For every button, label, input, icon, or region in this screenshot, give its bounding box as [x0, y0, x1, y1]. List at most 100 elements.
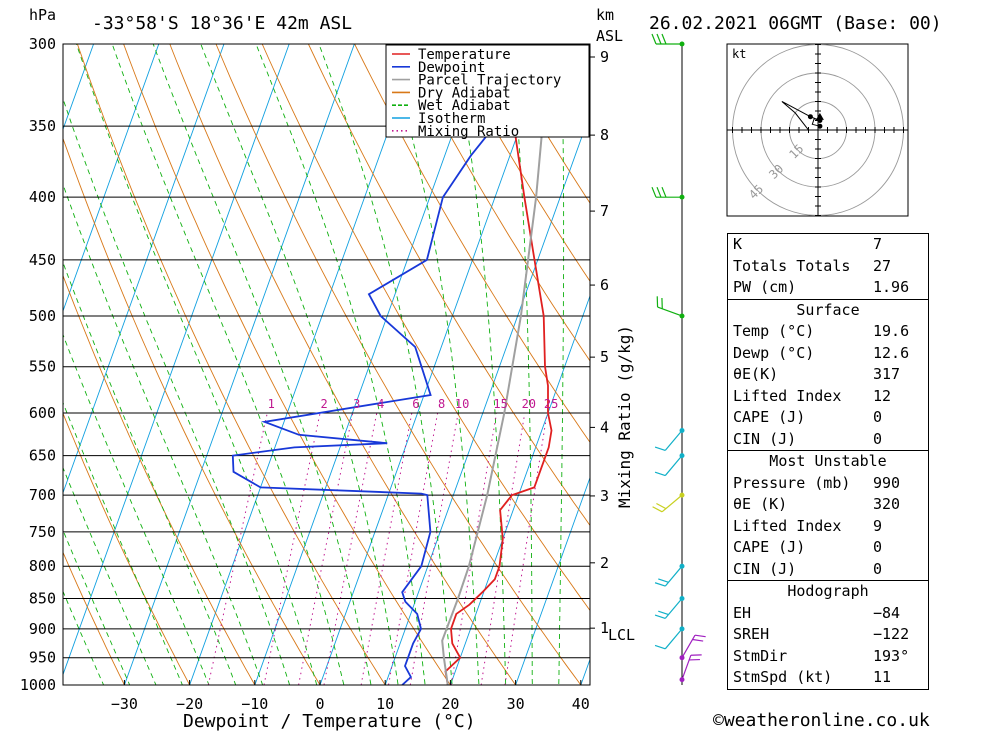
pressure-tick-label: 750 — [29, 523, 56, 541]
pressure-tick-label: 800 — [29, 557, 56, 575]
wind-barb — [664, 430, 683, 451]
wet-adiabat-line — [255, 44, 426, 685]
wind-profile — [651, 33, 706, 685]
wind-barb-flag — [654, 582, 666, 587]
wind-barb-flag — [654, 471, 666, 477]
mixing-ratio-label: 8 — [438, 397, 445, 411]
wind-barb-flag — [654, 644, 666, 650]
mixing-ratio-label: 4 — [377, 397, 384, 411]
hodo-value: 11 — [873, 668, 892, 686]
hodo-label: StmDir — [733, 646, 788, 665]
mixing-ratio-label: 25 — [544, 397, 558, 411]
hodograph-header: Hodograph — [728, 580, 928, 603]
hodo-value: 193° — [873, 646, 910, 665]
mu-row: CAPE (J) 0 — [728, 537, 928, 559]
hodograph-unit-label: kt — [732, 47, 746, 61]
dry-adiabat-line — [354, 44, 590, 444]
surface-value: 19.6 — [873, 322, 910, 340]
x-tick-label: 30 — [507, 695, 525, 713]
index-value: 1.96 — [873, 278, 910, 296]
mu-label: CAPE (J) — [733, 538, 806, 556]
legend-label: Parcel Trajectory — [418, 73, 561, 89]
surface-row: Dewp (°C) 12.6 — [728, 343, 928, 365]
x-tick-label: −20 — [176, 695, 203, 713]
surface-value: 12.6 — [873, 343, 910, 362]
footer-credit[interactable]: ©weatheronline.co.uk — [713, 710, 930, 731]
isotherm-line — [63, 44, 160, 313]
mixing-ratio-axis-title: Mixing Ratio (g/kg) — [615, 325, 634, 508]
mu-value: 320 — [873, 495, 901, 513]
surface-label: Dewp (°C) — [733, 343, 815, 362]
hodo-label: EH — [733, 603, 752, 622]
hodo-row: StmDir 193° — [728, 646, 928, 668]
wet-adiabat-line — [200, 44, 399, 685]
wind-barb-flag — [651, 33, 657, 45]
asl-unit-label: ASL — [596, 27, 623, 45]
wind-barb-flag — [652, 506, 663, 513]
km-tick-label: 7 — [600, 202, 609, 220]
plot-frame — [62, 43, 591, 686]
left-unit-label: hPa — [29, 6, 56, 24]
surface-row: CAPE (J) 0 — [728, 407, 928, 429]
mixing-ratio-label: 20 — [522, 397, 536, 411]
wind-barb-flag — [694, 634, 706, 638]
dry-adiabat-line — [63, 551, 125, 685]
wind-barb — [664, 455, 683, 476]
storm-motion-triangle-icon — [815, 112, 824, 120]
mixing-ratio-label: 1 — [268, 397, 275, 411]
km-tick-label: 4 — [600, 418, 609, 436]
wind-barb-flag — [661, 33, 667, 45]
km-tick-label: 9 — [600, 48, 609, 66]
mu-value: 0 — [873, 559, 883, 578]
wet-adiabat-line — [63, 97, 291, 685]
isotherm-line — [384, 112, 590, 685]
mu-row: CIN (J) 0 — [728, 559, 928, 581]
mu-value: 990 — [873, 473, 901, 492]
surface-value: 0 — [873, 429, 883, 448]
surface-value: 317 — [873, 365, 901, 383]
surface-row: CIN (J) 0 — [728, 429, 928, 451]
pressure-tick-label: 950 — [29, 649, 56, 667]
mixing-ratio-line — [409, 412, 459, 685]
surface-value: 12 — [873, 386, 892, 405]
legend-label: Mixing Ratio — [418, 124, 519, 140]
wind-barb — [681, 634, 696, 658]
wind-barb-flag — [651, 186, 657, 198]
index-value: 27 — [873, 256, 892, 275]
surface-header: Surface — [728, 298, 928, 322]
surface-row: Temp (°C) 19.6 — [728, 321, 928, 343]
mixing-ratio-label: 2 — [320, 397, 327, 411]
mixing-ratio-label: 3 — [353, 397, 360, 411]
surface-row: θE(K) 317 — [728, 364, 928, 386]
hodograph-storm-dot — [817, 123, 823, 129]
mu-label: CIN (J) — [733, 559, 797, 578]
mu-label: Pressure (mb) — [733, 473, 851, 492]
location-title: -33°58'S 18°36'E 42m ASL — [92, 13, 352, 34]
mixing-ratio-labels: 1 2 3 4 6 8 10 15 20 25 — [268, 397, 559, 411]
pressure-tick-label: 550 — [29, 358, 56, 376]
pressure-tick-label: 500 — [29, 307, 56, 325]
km-tick-label: 2 — [600, 554, 609, 572]
legend-label: Temperature — [418, 47, 511, 63]
chart-axes: 3003504004505005506006507007508008509009… — [20, 35, 609, 713]
index-label: Totals Totals — [733, 256, 851, 275]
km-tick-label: 8 — [600, 126, 609, 144]
wind-barb — [661, 494, 683, 513]
wet-adiabat-line — [63, 590, 105, 685]
surface-label: CAPE (J) — [733, 408, 806, 426]
wind-barb-flag — [658, 578, 669, 583]
x-tick-label: 10 — [376, 695, 394, 713]
mixing-ratio-label: 6 — [412, 397, 419, 411]
wind-barb-flag — [654, 446, 666, 451]
wind-barb-flag — [656, 33, 662, 45]
mu-label: Lifted Index — [733, 516, 842, 535]
isotherm-line — [63, 44, 290, 676]
hodo-label: SREH — [733, 625, 770, 643]
surface-label: Temp (°C) — [733, 322, 815, 340]
legend-label: Dewpoint — [418, 60, 485, 76]
pressure-tick-label: 350 — [29, 117, 56, 135]
pressure-tick-label: 400 — [29, 188, 56, 206]
x-tick-label: −10 — [241, 695, 268, 713]
wet-adiabat-line — [75, 44, 318, 685]
